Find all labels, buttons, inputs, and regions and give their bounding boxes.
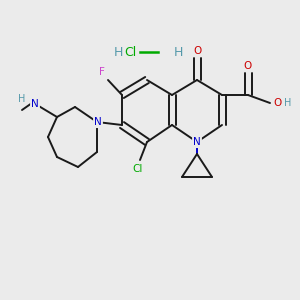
Text: H: H [18, 94, 26, 104]
Text: O: O [244, 61, 252, 71]
Text: O: O [193, 46, 201, 56]
Text: O: O [273, 98, 281, 108]
Text: N: N [31, 99, 39, 109]
Text: Cl: Cl [133, 164, 143, 174]
Text: N: N [193, 137, 201, 147]
Text: N: N [94, 117, 102, 127]
Text: F: F [99, 67, 105, 77]
Text: H: H [113, 46, 123, 59]
Text: Cl: Cl [124, 46, 136, 59]
Text: H: H [284, 98, 292, 108]
Text: H: H [173, 46, 183, 59]
